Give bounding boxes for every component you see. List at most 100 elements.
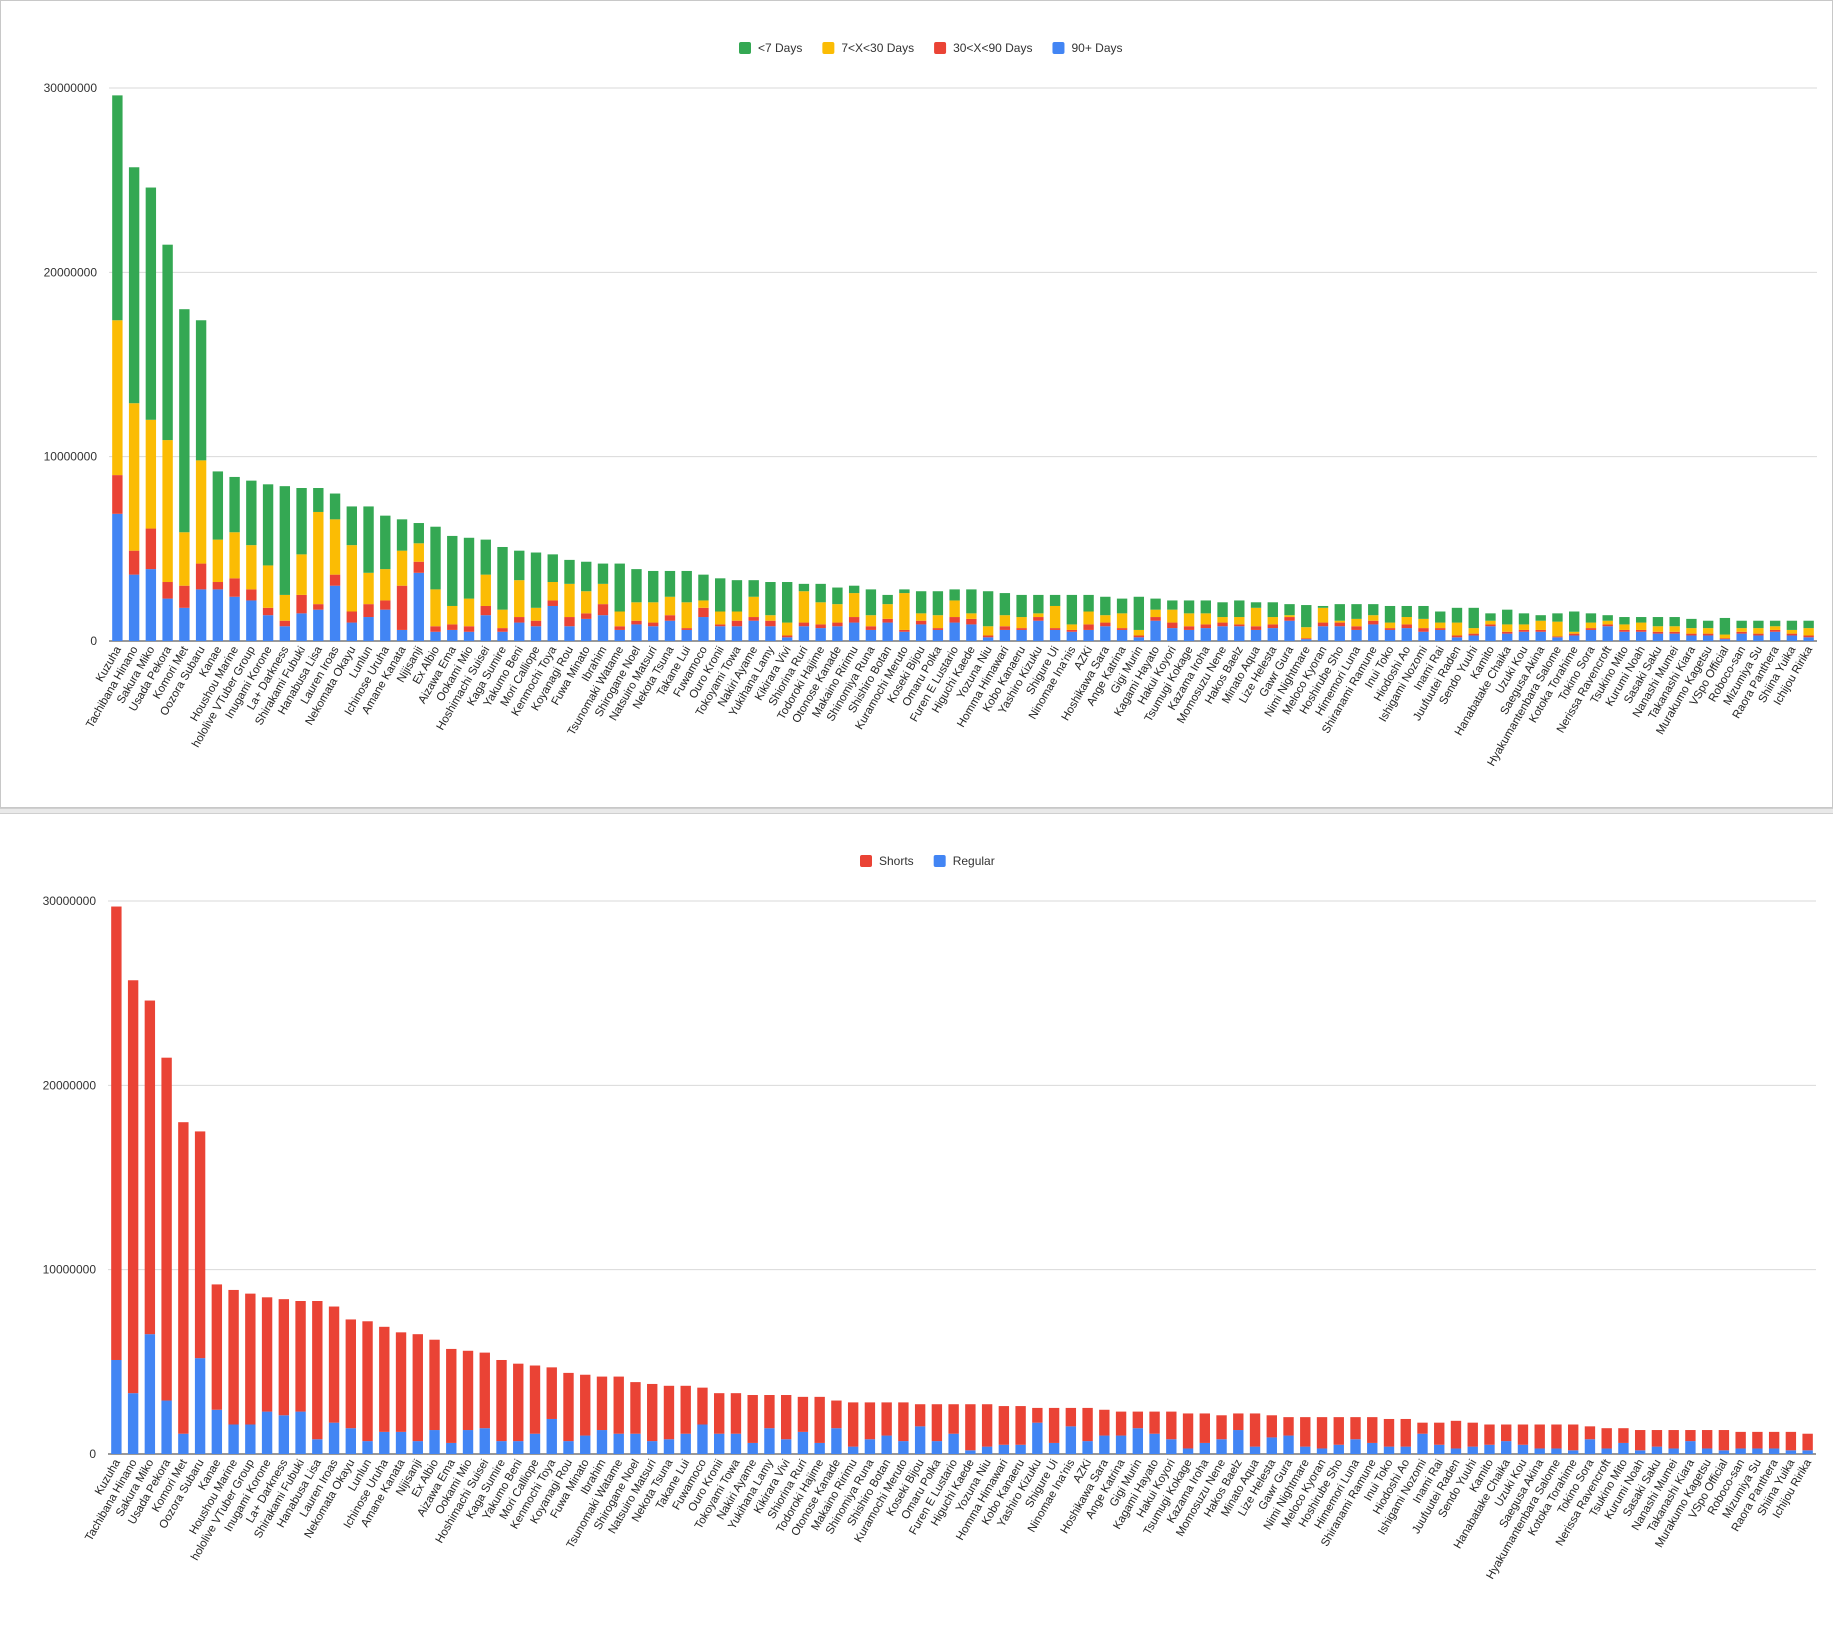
bar-segment (1115, 1411, 1127, 1436)
bar-segment (178, 1433, 189, 1454)
bar-segment (614, 611, 625, 627)
bar-segment (999, 593, 1011, 616)
bar-segment (1334, 626, 1345, 641)
bar-segment (496, 1441, 507, 1454)
bar-segment (613, 1433, 624, 1454)
bar-segment (681, 628, 692, 630)
bar-segment (597, 563, 609, 584)
bar-segment (966, 624, 977, 641)
bar-segment (664, 596, 676, 616)
bar-segment (1736, 633, 1747, 641)
bar-segment (1518, 629, 1530, 632)
bar-segment (246, 589, 257, 601)
bar-segment (1316, 1417, 1328, 1449)
bar-segment (261, 1411, 273, 1454)
bar-segment (245, 1424, 256, 1454)
bar-segment (530, 620, 542, 627)
bar-segment (914, 1426, 926, 1454)
bar-segment (380, 600, 391, 610)
bar-segment (362, 1321, 373, 1442)
bar-segment (1602, 624, 1613, 627)
bar-segment (195, 563, 207, 590)
bar-segment (1435, 622, 1446, 629)
bar-segment (1183, 629, 1195, 641)
bar-segment (413, 523, 424, 544)
bar-segment (680, 1385, 691, 1434)
bar-segment (681, 629, 692, 641)
bar-segment (1652, 626, 1664, 632)
bar-segment (1083, 611, 1094, 625)
bar-segment (597, 583, 609, 605)
bar-segment (1116, 598, 1128, 614)
legend-swatch (1052, 42, 1065, 54)
bar-segment (1301, 639, 1312, 641)
bar-segment (865, 629, 877, 641)
bar-segment (447, 605, 458, 625)
bar-segment (1535, 615, 1546, 621)
bar-segment (1049, 605, 1061, 629)
bar-segment (497, 546, 508, 610)
bar-segment (1033, 617, 1044, 621)
bar-segment (179, 309, 190, 533)
bar-segment (1199, 1413, 1210, 1443)
bar-segment (798, 591, 810, 623)
bar-segment (1686, 628, 1697, 634)
bar-segment (1803, 628, 1814, 636)
bar-segment (211, 1409, 223, 1454)
bar-segment (748, 620, 759, 641)
bar-segment (1334, 604, 1345, 621)
bar-segment (128, 403, 140, 551)
bar-segment (698, 574, 709, 601)
bar-segment (514, 580, 525, 618)
bar-segment (580, 1374, 591, 1436)
bar-segment (1234, 626, 1245, 641)
bar-segment (1100, 615, 1111, 623)
bar-segment (462, 1350, 474, 1431)
bar-segment (1400, 1418, 1411, 1447)
bar-segment (1367, 1417, 1378, 1443)
bar-segment (1552, 621, 1563, 637)
bar-segment (1651, 1430, 1663, 1447)
bar-segment (547, 605, 558, 641)
bar-segment (362, 1441, 373, 1454)
bar-segment (1316, 1448, 1328, 1454)
bar-segment (832, 604, 843, 623)
bar-segment (1016, 628, 1027, 630)
bar-segment (965, 1404, 976, 1451)
bar-segment (1786, 635, 1798, 641)
bar-segment (1133, 596, 1145, 630)
bar-segment (1182, 1448, 1194, 1454)
bar-segment (1802, 1450, 1813, 1454)
bar-segment (865, 589, 877, 616)
bar-segment (1283, 1435, 1294, 1454)
bar-segment (663, 1385, 675, 1440)
bar-segment (1418, 628, 1429, 632)
bar-segment (865, 626, 877, 630)
bar-segment (262, 484, 274, 566)
bar-segment (345, 1428, 356, 1454)
bar-segment (1183, 600, 1195, 614)
bar-segment (328, 1306, 340, 1423)
bar-segment (613, 1376, 624, 1434)
legend-label: Regular (953, 854, 995, 868)
bar-segment (329, 493, 341, 520)
bar-segment (312, 1301, 323, 1440)
bar-segment (1584, 1426, 1596, 1440)
bar-segment (1233, 1413, 1244, 1431)
bar-segment (212, 539, 224, 583)
bar-segment (614, 563, 625, 612)
bar-segment (1334, 622, 1345, 627)
y-tick-label: 0 (90, 634, 97, 648)
bar-segment (581, 561, 592, 592)
bar-segment (1384, 622, 1396, 629)
bar-segment (514, 550, 525, 581)
bar-segment (1535, 629, 1546, 632)
bar-segment (630, 1433, 641, 1454)
bar-segment (1718, 1450, 1730, 1454)
bar-segment (1350, 1439, 1361, 1454)
y-tick-label: 10000000 (44, 450, 98, 464)
bar-segment (462, 1430, 474, 1454)
bar-segment (1434, 1422, 1445, 1445)
bar-segment (413, 543, 424, 562)
bar-segment (246, 480, 257, 546)
